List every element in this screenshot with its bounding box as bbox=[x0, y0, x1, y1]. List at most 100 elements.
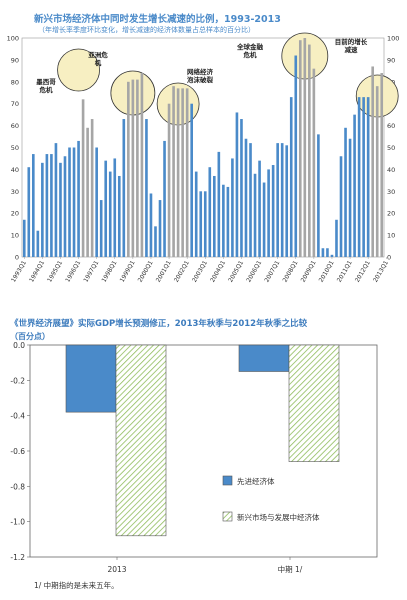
chart1-annotation-line: 亚洲危 bbox=[88, 50, 108, 59]
chart1-xtick-label: 2004Q1 bbox=[209, 259, 227, 283]
chart1-annotation: 目前的增长减速 bbox=[335, 37, 368, 54]
chart1-plot: 0010102020303040405050606070708080909010… bbox=[7, 32, 399, 284]
chart1-annotation-line: 泡沫破裂 bbox=[187, 75, 214, 84]
chart1-bar bbox=[217, 151, 221, 257]
chart1-xtick-label: 1998Q1 bbox=[101, 259, 119, 283]
chart1-bar bbox=[95, 147, 98, 257]
chart1-bar bbox=[54, 143, 58, 257]
chart1-bar bbox=[203, 191, 207, 257]
chart1-bar bbox=[36, 230, 40, 257]
chart1-ytick-left: 80 bbox=[11, 78, 19, 86]
chart1-ytick-left: 70 bbox=[11, 100, 19, 108]
chart1-bar bbox=[140, 73, 144, 257]
chart2-bar bbox=[65, 344, 117, 413]
chart1-ytick-left: 30 bbox=[11, 188, 19, 196]
chart1-xtick-label: 2001Q1 bbox=[155, 259, 173, 283]
chart1-bar bbox=[357, 97, 361, 257]
chart1-xtick-label: 2000Q1 bbox=[137, 259, 155, 283]
chart1-bar bbox=[285, 145, 289, 257]
chart1-xtick-label: 2011Q1 bbox=[336, 259, 354, 283]
chart1-bar bbox=[298, 40, 302, 257]
chart1-bar bbox=[194, 171, 198, 257]
chart2-ytick-label: -1.2 bbox=[10, 553, 25, 562]
chart1-ytick-left: 20 bbox=[11, 210, 19, 218]
chart1-annotation: 亚洲危机 bbox=[88, 50, 108, 67]
chart1-xtick-label: 2002Q1 bbox=[173, 259, 191, 283]
chart1-bar bbox=[326, 248, 329, 257]
chart1-xtick-label: 1996Q1 bbox=[64, 259, 82, 283]
chart1-bar bbox=[276, 143, 279, 257]
chart1-annotation-line: 机 bbox=[95, 58, 102, 67]
chart1-annotation: 全球金融危机 bbox=[236, 42, 264, 59]
chart1-xtick-label: 2010Q1 bbox=[318, 259, 336, 283]
chart2-bar bbox=[115, 344, 167, 537]
chart1-bar bbox=[127, 81, 130, 257]
chart1-bar bbox=[335, 219, 338, 257]
chart1-ytick-right: 20 bbox=[387, 210, 395, 218]
chart1-bar bbox=[99, 200, 103, 257]
chart1-xtick-label: 2013Q1 bbox=[372, 259, 390, 283]
chart2-ytick-label: -0.4 bbox=[10, 412, 25, 421]
chart1-annotation-line: 墨西哥 bbox=[36, 77, 56, 86]
chart1-ytick-right: 50 bbox=[387, 144, 395, 152]
chart1-xtick-label: 2003Q1 bbox=[191, 259, 209, 283]
chart1-annotation-line: 减速 bbox=[345, 45, 359, 54]
chart2-legend-swatch bbox=[222, 475, 233, 486]
chart1-annotation-line: 危机 bbox=[243, 50, 258, 59]
chart1-bar bbox=[240, 119, 243, 257]
chart1-bar bbox=[267, 169, 270, 257]
chart1-annotation: 网络经济泡沫破裂 bbox=[187, 67, 214, 84]
chart1-bar bbox=[249, 143, 252, 257]
chart1-bar bbox=[271, 165, 275, 257]
chart1-bar bbox=[190, 103, 193, 257]
chart1-bar bbox=[371, 66, 374, 257]
chart1-bar bbox=[253, 173, 257, 257]
chart1-ytick-right: 40 bbox=[387, 166, 395, 174]
chart1-highlight-circle bbox=[57, 48, 100, 92]
chart2-legend-swatch bbox=[222, 511, 233, 522]
chart1-xtick-label: 2006Q1 bbox=[245, 259, 263, 283]
chart1-bar bbox=[208, 167, 212, 257]
chart2-ytick-label: -0.8 bbox=[10, 482, 25, 491]
chart1-ytick-left: 60 bbox=[11, 122, 19, 130]
chart1-xtick-label: 2007Q1 bbox=[263, 259, 281, 283]
chart1-ytick-left: 0 bbox=[15, 254, 19, 262]
chart1-annotation-line: 网络经济 bbox=[187, 67, 214, 76]
chart1-ytick-left: 40 bbox=[11, 166, 19, 174]
chart2-bar bbox=[238, 344, 290, 372]
chart1-bar bbox=[27, 167, 31, 257]
chart1-xtick-label: 2008Q1 bbox=[282, 259, 300, 283]
chart1-bar bbox=[308, 44, 311, 257]
chart1-bar bbox=[317, 134, 320, 257]
chart2-plot: 0.0 -0.2 -0.4 -0.6 -0.8 -1.0 -1.2 2013 中期 1/先进经济… bbox=[10, 341, 378, 574]
chart1-bar bbox=[77, 140, 80, 257]
chart1-ytick-right: 100 bbox=[387, 35, 399, 43]
chart1-bar bbox=[90, 119, 94, 257]
chart1-bar bbox=[375, 86, 379, 258]
chart1-bar bbox=[321, 248, 325, 257]
chart1-xtick-label: 1999Q1 bbox=[119, 259, 137, 283]
chart1-annotation: 墨西哥危机 bbox=[36, 77, 56, 94]
chart1-bar bbox=[163, 140, 166, 257]
chart1-bar bbox=[226, 186, 230, 257]
chart1-frame bbox=[21, 37, 385, 258]
chart1-ytick-right: 30 bbox=[387, 188, 395, 196]
chart1-bar bbox=[213, 175, 216, 257]
chart1-bar bbox=[312, 68, 316, 257]
chart2-subtitle: （百分点） bbox=[10, 332, 50, 341]
chart1-bar bbox=[72, 147, 76, 257]
chart1-bar bbox=[366, 97, 370, 257]
chart2-legend-label: 先进经济体 bbox=[237, 476, 275, 486]
chart1-bar bbox=[131, 79, 135, 257]
chart1-bar bbox=[262, 182, 266, 257]
chart1-ytick-left: 50 bbox=[11, 144, 19, 152]
chart1-xtick-label: 2009Q1 bbox=[300, 259, 318, 283]
chart1-bar bbox=[117, 175, 121, 257]
chart2-ytick-label: 0.0 bbox=[13, 341, 25, 350]
chart1-xtick-label: 2005Q1 bbox=[227, 259, 245, 283]
chart1-bar bbox=[145, 119, 148, 257]
chart2-xtick-label: 中期 1/ bbox=[278, 564, 303, 574]
chart1-bar bbox=[167, 103, 171, 257]
chart2-xtick-label: 2013 bbox=[107, 565, 126, 574]
chart1-ytick-right: 0 bbox=[387, 254, 391, 262]
